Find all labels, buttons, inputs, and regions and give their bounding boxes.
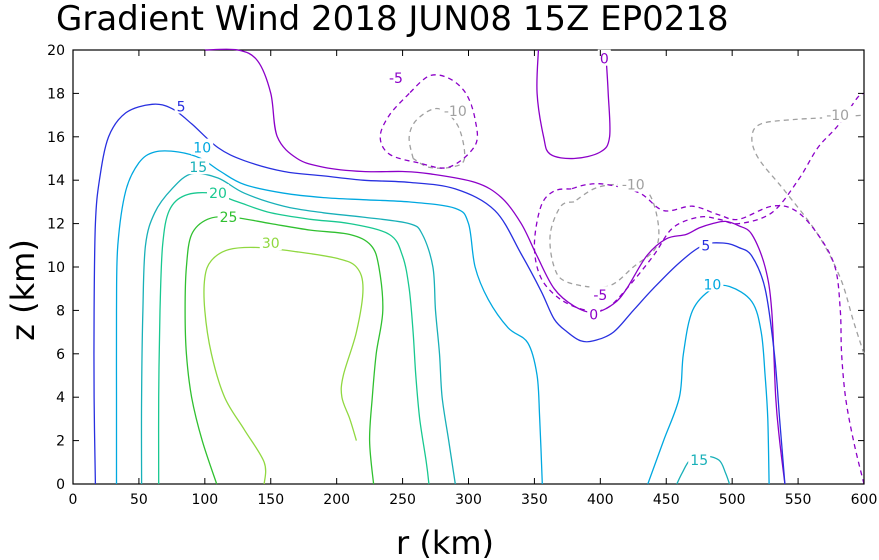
contour-5-line-1 — [93, 103, 786, 485]
contour-20-line-1 — [157, 191, 430, 485]
contour-label-bg — [217, 208, 240, 225]
x-tick-label: 350 — [521, 492, 548, 508]
y-tick-label: 20 — [47, 43, 65, 59]
x-axis: 0 50 100 150 200 250 300 350 400 450 500 550 600 — [69, 50, 878, 508]
contour-30-line-1 — [203, 246, 364, 485]
contour-25-line-1 — [184, 216, 384, 485]
contour-label-30-1: 30 — [262, 236, 280, 252]
chart-title: Gradient Wind 2018 JUN08 15Z EP0218 — [56, 0, 729, 39]
contour-label-10-1: 10 — [193, 141, 211, 157]
contour-label-0-2: 0 — [600, 52, 609, 68]
contour-label-0-1: 0 — [589, 308, 598, 324]
contour--10-line-1 — [408, 107, 466, 169]
x-tick-label: 250 — [389, 492, 416, 508]
y-tick-label: 14 — [47, 173, 65, 189]
x-tick-label: 600 — [851, 492, 878, 508]
contour-label-5-1: 5 — [177, 99, 186, 115]
y-tick-label: 2 — [56, 434, 65, 450]
y-tick-label: 10 — [47, 260, 65, 276]
y-tick-label: 8 — [56, 303, 65, 319]
contour-label-bg — [191, 138, 214, 155]
x-tick-label: 50 — [130, 492, 148, 508]
contour-10-line-1 — [115, 150, 543, 485]
y-tick-label: 18 — [47, 86, 65, 102]
y-tick-label: 0 — [56, 477, 65, 493]
contour-label-25-1: 25 — [220, 210, 238, 226]
contour-label-bg — [439, 101, 471, 118]
contour-label-bg — [699, 236, 713, 253]
contour-label-5-2: 5 — [701, 238, 710, 254]
contour-label-bg — [587, 305, 601, 322]
y-tick-label: 6 — [56, 347, 65, 363]
y-tick-label: 4 — [56, 390, 65, 406]
contour--5-line-2 — [533, 92, 865, 312]
contour-label-bg — [207, 184, 230, 201]
contour-label--5-2: -5 — [389, 71, 403, 87]
contour-label-bg — [187, 158, 210, 175]
y-axis-label: z (km) — [4, 239, 42, 341]
contour--5-line-3 — [571, 183, 865, 485]
contour-lines — [93, 48, 865, 485]
contour-label-bg — [617, 175, 649, 192]
contour-label--10-3: -10 — [826, 108, 849, 124]
contour-0-line-2 — [536, 49, 611, 160]
contour-label-bg — [822, 106, 854, 123]
contour-label-bg — [701, 275, 724, 292]
x-tick-label: 0 — [69, 492, 78, 508]
x-tick-label: 400 — [587, 492, 614, 508]
contour-label-10-2: 10 — [703, 277, 721, 293]
contour--10-line-2 — [549, 183, 660, 289]
contour-label-bg — [688, 451, 711, 468]
x-tick-label: 550 — [785, 492, 812, 508]
contour-label-15-1: 15 — [189, 160, 207, 176]
contour-0-line-1 — [204, 48, 786, 485]
contour-label--10-2: -10 — [622, 178, 645, 194]
y-tick-label: 16 — [47, 130, 65, 146]
x-tick-label: 150 — [257, 492, 284, 508]
contour-label-15-2: 15 — [690, 453, 708, 469]
contour-label-bg — [259, 234, 282, 251]
contour-15-line-1 — [140, 172, 456, 485]
contour--5-line-1 — [379, 74, 479, 169]
contour-label-20-1: 20 — [209, 186, 227, 202]
x-axis-label: r (km) — [396, 524, 494, 560]
contour-label-bg — [174, 97, 188, 114]
contour-label-bg — [597, 49, 611, 66]
contour-label--5-1: -5 — [593, 288, 607, 304]
x-tick-label: 450 — [653, 492, 680, 508]
y-tick-label: 12 — [47, 217, 65, 233]
contour--10-line-3 — [751, 114, 865, 355]
y-axis: 0 2 4 6 8 10 12 14 16 18 20 — [47, 43, 864, 493]
contour-label-bg — [384, 69, 407, 86]
x-tick-label: 200 — [323, 492, 350, 508]
x-tick-label: 500 — [719, 492, 746, 508]
x-tick-label: 300 — [455, 492, 482, 508]
contour-label-bg — [589, 286, 612, 303]
x-tick-label: 100 — [191, 492, 218, 508]
contour-label--10-1: -10 — [444, 104, 467, 120]
